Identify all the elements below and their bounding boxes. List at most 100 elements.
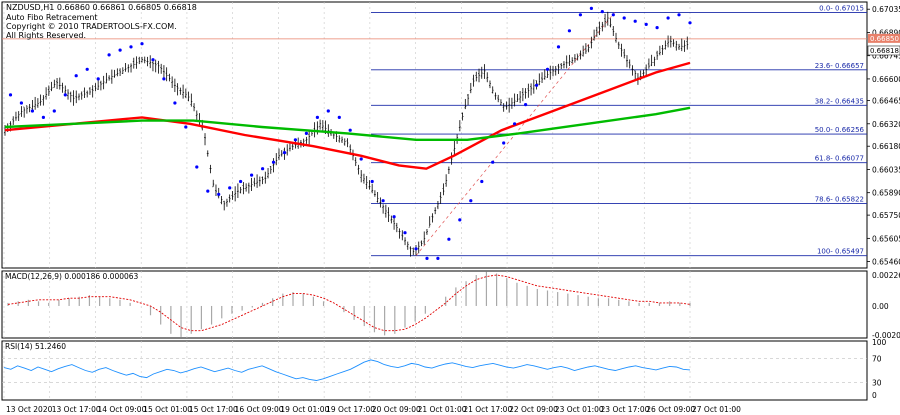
x-tick-label: 26 Oct 09:00 — [646, 405, 695, 414]
sar-dot — [545, 67, 550, 71]
macd-panel-frame — [1, 270, 868, 339]
sar-dot — [52, 109, 56, 113]
sar-dot — [162, 77, 166, 81]
x-tick-label: 21 Oct 01:00 — [418, 405, 467, 414]
x-tick-label: 21 Oct 17:00 — [463, 405, 512, 414]
rsi-y-tick-label: 100 — [872, 338, 887, 347]
sar-dot — [63, 93, 67, 97]
sar-dot — [567, 29, 572, 33]
fibo-level-label: 38.2- 0.66435 — [815, 97, 864, 105]
sar-dot — [447, 237, 451, 241]
rsi-y-tick-label: 70 — [872, 355, 882, 364]
macd-y-tick-label: 0.00 — [872, 302, 889, 311]
macd-signal-line — [7, 274, 691, 332]
x-tick-label: 23 Oct 01:00 — [555, 405, 604, 414]
sar-dot — [348, 128, 352, 132]
x-tick-label: 16 Oct 09:00 — [235, 405, 284, 414]
x-tick-label: 15 Oct 01:00 — [143, 405, 192, 414]
x-tick-label: 27 Oct 01:00 — [692, 405, 741, 414]
price-panel-frame — [1, 1, 868, 269]
sar-dot — [293, 138, 297, 142]
sar-dot — [195, 165, 199, 169]
x-tick-label: 19 Oct 01:00 — [280, 405, 329, 414]
sar-dot — [644, 22, 648, 26]
x-tick-label: 20 Oct 09:00 — [372, 405, 421, 414]
sar-dot — [173, 101, 177, 105]
x-tick-label: 13 Oct 17:00 — [52, 405, 101, 414]
sar-dot — [359, 157, 363, 161]
rsi-title: RSI(14) 51.2460 — [5, 342, 66, 351]
copyright-text: Copyright © 2010 TRADERTOOLS-FX.COM. — [6, 22, 177, 31]
rsi-panel-frame — [1, 340, 868, 401]
sar-dot — [392, 215, 396, 219]
sar-dot — [206, 189, 210, 193]
current-price-badge — [867, 45, 900, 56]
sar-dot — [381, 199, 385, 203]
sar-dot — [677, 13, 681, 17]
sar-dot — [524, 103, 528, 107]
sar-dot — [600, 10, 604, 14]
y-tick-label: 0.65750 — [872, 211, 900, 220]
current-price-label: 0.66818 — [870, 47, 899, 55]
sar-dot — [337, 115, 341, 119]
y-tick-label: 0.65890 — [872, 189, 900, 198]
fibo-level-label: 23.6- 0.66657 — [815, 62, 864, 70]
sar-dot — [480, 179, 484, 184]
bid-price-badge — [868, 33, 900, 43]
rsi-y-tick-label: 0 — [872, 391, 877, 400]
y-tick-label: 0.65460 — [872, 258, 900, 267]
sar-dot — [622, 16, 626, 20]
sar-dot — [228, 186, 232, 190]
sar-dot — [688, 21, 692, 25]
sar-dot — [666, 16, 670, 20]
sar-dot — [239, 179, 243, 184]
sar-dot — [217, 192, 221, 196]
y-tick-label: 0.66320 — [872, 120, 900, 129]
sar-dot — [414, 247, 418, 251]
sar-dot — [535, 83, 539, 87]
y-tick-label: 0.66745 — [872, 52, 900, 61]
sar-dot — [8, 93, 13, 97]
x-tick-label: 13 Oct 2020 — [6, 405, 53, 414]
sar-dot — [30, 109, 34, 113]
fibo-level-label: 78.6- 0.65822 — [815, 196, 864, 204]
sar-dot — [425, 256, 429, 260]
sar-dot — [578, 13, 583, 17]
sar-dot — [436, 256, 440, 260]
x-tick-label: 23 Oct 17:00 — [601, 405, 650, 414]
y-tick-label: 0.67035 — [872, 5, 900, 14]
sar-dot — [41, 115, 46, 119]
sar-dot — [491, 160, 495, 164]
macd-y-tick-label: 0.00226 — [872, 271, 900, 280]
sar-dot — [458, 218, 462, 222]
sar-dot — [96, 77, 100, 81]
rsi-line — [3, 359, 691, 381]
sar-dot — [655, 26, 659, 30]
sar-dot — [403, 231, 407, 235]
sar-dot — [469, 199, 473, 203]
sar-dot — [19, 101, 23, 105]
sar-dot — [250, 173, 254, 177]
sar-dot — [282, 151, 287, 155]
x-tick-label: 15 Oct 17:00 — [189, 405, 238, 414]
sar-dot — [611, 13, 615, 17]
y-tick-label: 0.66600 — [872, 75, 900, 84]
sar-dot — [589, 6, 594, 10]
sar-dot — [129, 45, 133, 49]
macd-title: MACD(12,26,9) 0.000186 0.000063 — [5, 272, 139, 281]
sar-dot — [326, 109, 330, 113]
sar-dot — [107, 53, 111, 57]
sar-dot — [151, 58, 155, 62]
symbol-info: NZDUSD,H1 0.66860 0.66861 0.66805 0.6681… — [6, 3, 197, 12]
sar-dot — [502, 141, 506, 145]
fibo-level-label: 100- 0.65497 — [817, 248, 864, 256]
rights-text: All Rights Reserved. — [6, 31, 87, 40]
x-tick-label: 14 Oct 09:00 — [97, 405, 146, 414]
sar-dot — [85, 67, 89, 71]
sar-dot — [140, 42, 144, 46]
fibo-level-label: 61.8- 0.66077 — [815, 155, 864, 163]
sar-dot — [633, 19, 637, 23]
fibo-level-label: 50.0- 0.66256 — [815, 126, 865, 134]
